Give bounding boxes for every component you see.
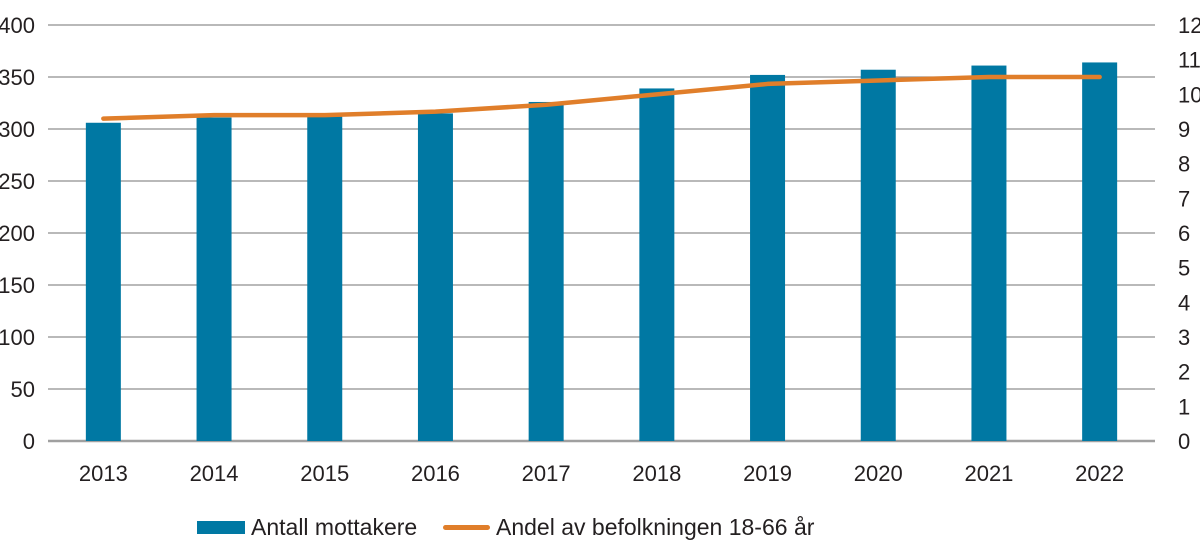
x-axis-year-label: 2016: [411, 461, 460, 486]
bar-2021: [971, 65, 1007, 441]
x-axis-year-label: 2019: [743, 461, 792, 486]
left-axis-tick-label: 200: [0, 221, 35, 246]
right-axis-tick-label: 6: [1178, 221, 1190, 246]
bar-2019: [750, 74, 786, 442]
x-axis-year-label: 2013: [79, 461, 128, 486]
bar-2014: [196, 117, 232, 441]
right-axis-tick-label: 4: [1178, 290, 1190, 315]
right-axis-tick-label: 9: [1178, 117, 1190, 142]
legend-item-antall-mottakere: Antall mottakere: [197, 514, 418, 540]
left-axis-tick-label: 250: [0, 169, 35, 194]
chart-legend: Antall mottakere Andel av befolkningen 1…: [0, 514, 1200, 543]
x-axis-year-label: 2014: [190, 461, 239, 486]
left-axis-tick-label: 300: [0, 117, 35, 142]
x-axis-year-label: 2022: [1075, 461, 1124, 486]
left-axis-tick-label: 100: [0, 325, 35, 350]
x-axis-year-label: 2018: [632, 461, 681, 486]
line-series-swatch-icon: [443, 525, 490, 530]
chart-plot-area: 0501001502002503003504000123456789101112…: [0, 13, 1200, 486]
legend-item-andel-befolkning: Andel av befolkningen 18-66 år: [443, 514, 815, 540]
trend-line: [101, 74, 1102, 121]
left-axis-tick-label: 0: [23, 429, 35, 454]
right-axis-tick-label: 8: [1178, 152, 1190, 177]
bar-2013: [85, 122, 121, 441]
right-axis-tick-label: 11: [1178, 48, 1200, 73]
bar-2015: [307, 116, 343, 442]
bar-2020: [860, 69, 896, 441]
bar-2018: [639, 88, 675, 441]
right-axis-tick-label: 0: [1178, 429, 1190, 454]
bar-series-swatch-icon: [197, 520, 245, 535]
bar-2016: [417, 113, 453, 442]
x-axis-year-label: 2021: [964, 461, 1013, 486]
right-axis-tick-label: 3: [1178, 325, 1190, 350]
right-axis-tick-label: 1: [1178, 394, 1190, 419]
right-axis-tick-label: 2: [1178, 360, 1190, 385]
left-axis-tick-label: 400: [0, 13, 35, 38]
x-axis-year-label: 2020: [854, 461, 903, 486]
right-axis-tick-label: 12: [1178, 13, 1200, 38]
left-axis-tick-label: 50: [11, 377, 35, 402]
legend-label-antall-mottakere: Antall mottakere: [251, 514, 418, 540]
legend-label-andel-befolkning: Andel av befolkningen 18-66 år: [496, 514, 815, 540]
x-axis-year-label: 2017: [522, 461, 571, 486]
x-axis-year-label: 2015: [300, 461, 349, 486]
left-axis-tick-label: 350: [0, 65, 35, 90]
bar-2017: [528, 101, 564, 442]
right-axis-tick-label: 7: [1178, 186, 1190, 211]
left-axis-tick-label: 150: [0, 273, 35, 298]
right-axis-tick-label: 10: [1178, 82, 1200, 107]
right-axis-tick-label: 5: [1178, 256, 1190, 281]
bar-2022: [1082, 62, 1118, 441]
